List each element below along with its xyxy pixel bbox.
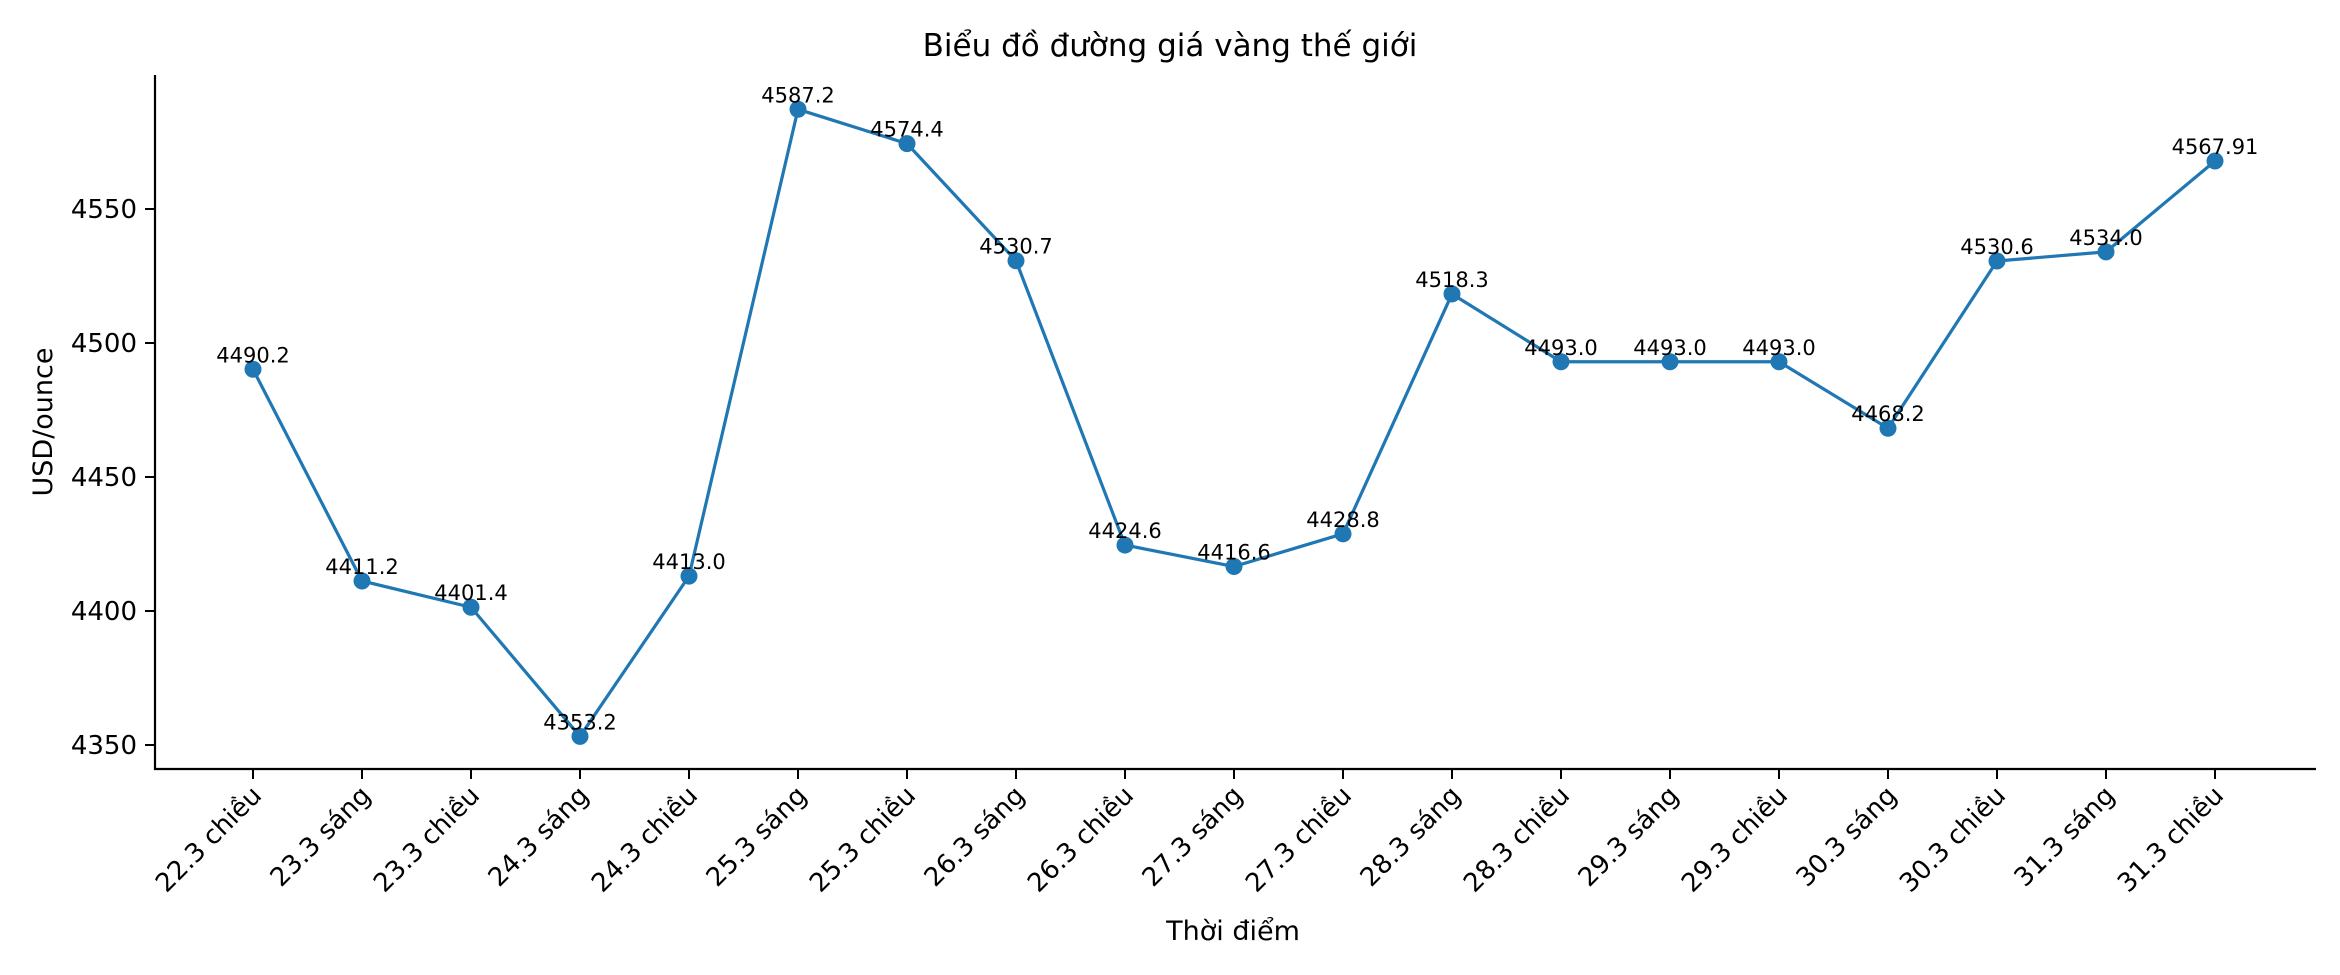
data-point-label: 4353.2 <box>543 710 616 734</box>
data-point-marker <box>1116 536 1134 554</box>
x-tick-label: 26.3 chiều <box>1022 781 1140 899</box>
data-point-label: 4530.7 <box>979 235 1052 259</box>
data-point-label: 4413.0 <box>652 550 725 574</box>
data-labels: 4490.2 4411.2 4401.4 4353.2 4413.0 4587.2 4574… <box>216 83 2258 734</box>
x-tick-label: 24.3 sáng <box>483 781 595 893</box>
x-tick-label: 27.3 chiều <box>1240 781 1358 899</box>
data-point-marker <box>1770 353 1788 371</box>
data-point-label: 4574.4 <box>870 118 943 142</box>
x-tick-label: 30.3 sáng <box>1791 781 1903 893</box>
data-point-marker <box>2097 243 2115 261</box>
data-point-label: 4428.8 <box>1306 508 1379 532</box>
x-tick-label: 25.3 sáng <box>701 781 813 893</box>
chart-title: Biểu đồ đường giá vàng thế giới <box>922 28 1418 64</box>
data-point-marker <box>1879 419 1897 437</box>
data-point-label: 4493.0 <box>1742 336 1815 360</box>
data-point-marker <box>244 360 262 378</box>
data-point-marker <box>1661 353 1679 371</box>
x-tick-label: 24.3 chiều <box>586 781 704 899</box>
data-point-label: 4416.6 <box>1197 541 1270 565</box>
data-point-label: 4587.2 <box>761 83 834 107</box>
x-tick-label: 30.3 chiều <box>1894 781 2012 899</box>
data-point-label: 4493.0 <box>1633 336 1706 360</box>
x-tick-label: 31.3 chiều <box>2112 781 2230 899</box>
data-point-label: 4401.4 <box>434 581 507 605</box>
data-point-marker <box>571 727 589 745</box>
x-tick-label: 27.3 sáng <box>1137 781 1249 893</box>
x-tick-label: 23.3 chiều <box>368 781 486 899</box>
axes <box>153 75 2316 771</box>
x-tick-label: 22.3 chiều <box>150 781 268 899</box>
x-axis-label: Thời điểm <box>1165 916 1300 947</box>
data-point-marker <box>1334 525 1352 543</box>
x-tick-label: 29.3 chiều <box>1676 781 1794 899</box>
y-axis-ticks: 4350 4400 4450 4500 4550 <box>71 195 155 761</box>
data-point-marker <box>898 135 916 153</box>
y-tick-label: 4350 <box>71 731 137 761</box>
data-point-marker <box>789 100 807 118</box>
data-point-marker <box>680 567 698 585</box>
data-point-marker <box>1443 285 1461 303</box>
y-tick-label: 4450 <box>71 463 137 493</box>
data-point-marker <box>353 572 371 590</box>
data-point-label: 4411.2 <box>325 555 398 579</box>
x-tick-label: 28.3 chiều <box>1458 781 1576 899</box>
y-tick-label: 4500 <box>71 329 137 359</box>
data-point-marker <box>462 598 480 616</box>
y-tick-label: 4400 <box>71 597 137 627</box>
data-point-label: 4424.6 <box>1088 519 1161 543</box>
data-point-marker <box>1007 252 1025 270</box>
data-point-label: 4567.91 <box>2172 135 2259 159</box>
x-tick-label: 23.3 sáng <box>265 781 377 893</box>
data-point-marker <box>1225 558 1243 576</box>
x-tick-label: 28.3 sáng <box>1355 781 1467 893</box>
data-point-label: 4490.2 <box>216 343 289 367</box>
x-tick-label: 31.3 sáng <box>2009 781 2121 893</box>
data-point-marker <box>1988 252 2006 270</box>
data-point-label: 4468.2 <box>1851 402 1924 426</box>
data-point-label: 4534.0 <box>2069 226 2142 250</box>
data-point-label: 4493.0 <box>1524 336 1597 360</box>
y-axis-label: USD/ounce <box>28 348 59 497</box>
x-tick-label: 25.3 chiều <box>804 781 922 899</box>
x-tick-label: 29.3 sáng <box>1573 781 1685 893</box>
data-point-label: 4518.3 <box>1415 268 1488 292</box>
data-point-marker <box>1552 353 1570 371</box>
data-point-marker <box>2206 152 2224 170</box>
y-tick-label: 4550 <box>71 195 137 225</box>
data-point-label: 4530.6 <box>1960 235 2033 259</box>
data-series <box>244 100 2224 745</box>
x-tick-label: 26.3 sáng <box>919 781 1031 893</box>
